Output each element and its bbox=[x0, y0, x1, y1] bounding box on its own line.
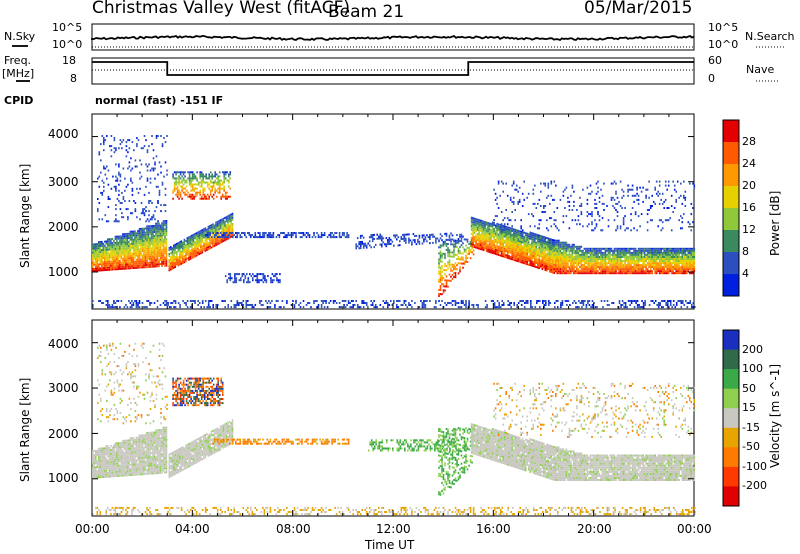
power-mid-scatter bbox=[355, 232, 464, 250]
xaxis-label: Time UT bbox=[365, 538, 415, 552]
power-colorbar-segment bbox=[723, 208, 739, 231]
freq-right-top: 60 bbox=[708, 54, 722, 67]
vel-band-2 bbox=[168, 419, 234, 479]
cpid-text: normal (fast) -151 IF bbox=[95, 94, 224, 107]
freq-left-top: 18 bbox=[62, 54, 76, 67]
nsearch-label: N.Search bbox=[745, 30, 795, 43]
power-scatter-2 bbox=[493, 180, 696, 232]
power-low-streak bbox=[224, 273, 281, 284]
vel-ytick-3000: 3000 bbox=[48, 381, 79, 395]
noise-right-bottom: 10^0 bbox=[708, 38, 739, 51]
xaxis-tick-label: 04:00 bbox=[175, 522, 210, 536]
vel-scatter-1 bbox=[97, 342, 168, 425]
velocity-colorbar-tick: -200 bbox=[742, 479, 767, 492]
power-scatter-1 bbox=[97, 135, 168, 223]
power-colorbar-segment bbox=[723, 230, 739, 253]
velocity-colorbar-tick: 50 bbox=[742, 382, 756, 395]
freq-label: Freq. bbox=[4, 54, 32, 67]
power-ytick-3000: 3000 bbox=[48, 175, 79, 189]
power-ytick-1000: 1000 bbox=[48, 265, 79, 279]
vel-ytick-1000: 1000 bbox=[48, 471, 79, 485]
velocity-colorbar-segment bbox=[723, 427, 739, 448]
velocity-colorbar-segment bbox=[723, 486, 739, 507]
power-band-1 bbox=[92, 220, 168, 272]
vel-ytick-4000: 4000 bbox=[48, 337, 79, 351]
xaxis-tick-label: 08:00 bbox=[276, 522, 311, 536]
noise-left-top: 10^5 bbox=[52, 21, 83, 34]
velocity-panel bbox=[91, 319, 695, 517]
velocity-colorbar-segment bbox=[723, 349, 739, 370]
power-colorbar-segment bbox=[723, 164, 739, 187]
power-colorbar-tick: 12 bbox=[742, 223, 756, 236]
velocity-colorbar-segment bbox=[723, 466, 739, 487]
power-colorbar-segment bbox=[723, 274, 739, 297]
power-wedge bbox=[438, 238, 475, 297]
power-ground bbox=[92, 300, 696, 309]
velocity-colorbar-segment bbox=[723, 447, 739, 468]
xaxis-tick-label: 12:00 bbox=[376, 522, 411, 536]
xaxis-tick-label: 20:00 bbox=[577, 522, 612, 536]
velocity-colorbar-tick: -50 bbox=[742, 440, 760, 453]
power-ytick-4000: 4000 bbox=[48, 127, 79, 141]
power-colorbar-tick: 24 bbox=[742, 157, 756, 170]
power-colorbar-segment bbox=[723, 252, 739, 275]
power-colorbar-tick: 28 bbox=[742, 135, 756, 148]
power-panel bbox=[91, 113, 695, 310]
vel-patch bbox=[172, 377, 224, 407]
freq-panel bbox=[91, 57, 695, 85]
power-colorbar-tick: 20 bbox=[742, 179, 756, 192]
xaxis-tick-label: 16:00 bbox=[476, 522, 511, 536]
power-colorbar-segment bbox=[723, 120, 739, 143]
cpid-label: CPID bbox=[4, 94, 34, 107]
velocity-colorbar-segment bbox=[723, 330, 739, 351]
power-colorbar-segment bbox=[723, 142, 739, 165]
vel-band-1 bbox=[92, 426, 168, 479]
power-colorbar-tick: 8 bbox=[742, 245, 749, 258]
velocity-colorbar-segment bbox=[723, 388, 739, 409]
vel-orange-streak bbox=[212, 438, 350, 445]
vel-scatter-2 bbox=[493, 382, 696, 438]
power-colorbar-frame bbox=[722, 119, 740, 297]
nsky-label: N.Sky bbox=[4, 30, 36, 43]
noise-right-top: 10^5 bbox=[708, 21, 739, 34]
power-band-2 bbox=[168, 212, 234, 272]
chart-title: Christmas Valley West (fitACF) bbox=[92, 0, 351, 18]
power-streak bbox=[204, 232, 350, 239]
noise-left-bottom: 10^0 bbox=[52, 38, 83, 51]
power-band-3 bbox=[470, 216, 696, 275]
velocity-colorbar-tick: -15 bbox=[742, 421, 760, 434]
xaxis-tick-label: 00:00 bbox=[75, 522, 110, 536]
vel-band-3 bbox=[470, 423, 696, 481]
nsky-line bbox=[91, 34, 695, 42]
power-colorbar-tick: 4 bbox=[742, 267, 749, 280]
freq-unit-label: [MHz] bbox=[2, 67, 35, 80]
power-patch bbox=[172, 171, 232, 200]
power-colorbar-tick: 16 bbox=[742, 201, 756, 214]
date-label: 05/Mar/2015 bbox=[584, 0, 693, 18]
velocity-colorbar-tick: 100 bbox=[742, 362, 763, 375]
velocity-colorbar-tick: -100 bbox=[742, 460, 767, 473]
velocity-colorbar-tick: 200 bbox=[742, 343, 763, 356]
velocity-colorbar-segment bbox=[723, 408, 739, 429]
vel-ground bbox=[92, 506, 696, 516]
beam-label: Beam 21 bbox=[328, 2, 405, 22]
freq-left-bottom: 8 bbox=[70, 72, 77, 85]
nave-label: Nave bbox=[746, 63, 775, 76]
xaxis-tick-label: 00:00 bbox=[677, 522, 712, 536]
power-colorbar-segment bbox=[723, 186, 739, 209]
velocity-colorbar-segment bbox=[723, 369, 739, 390]
vel-ytick-2000: 2000 bbox=[48, 427, 79, 441]
velocity-colorbar-tick: 15 bbox=[742, 401, 756, 414]
velocity-colorbar-frame bbox=[722, 329, 740, 507]
frequency-line bbox=[92, 61, 694, 76]
freq-right-bottom: 0 bbox=[708, 72, 715, 85]
power-ytick-2000: 2000 bbox=[48, 220, 79, 234]
